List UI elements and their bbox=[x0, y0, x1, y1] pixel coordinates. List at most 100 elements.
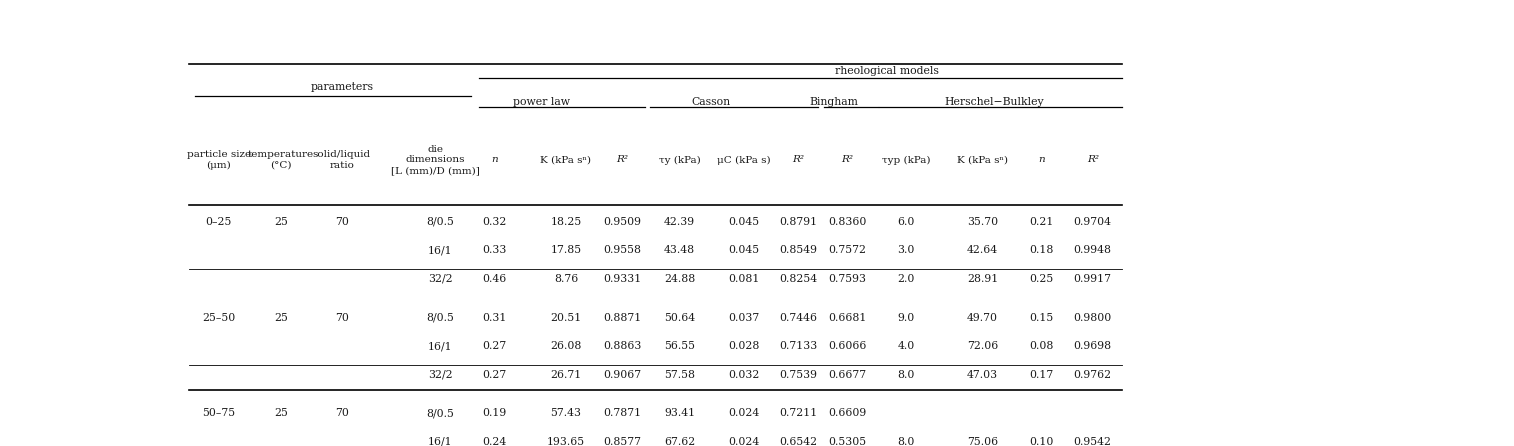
Text: 28.91: 28.91 bbox=[967, 274, 998, 284]
Text: Casson: Casson bbox=[692, 97, 731, 107]
Text: 0–25: 0–25 bbox=[206, 217, 232, 227]
Text: 0.9509: 0.9509 bbox=[603, 217, 642, 227]
Text: particle size
(μm): particle size (μm) bbox=[186, 150, 251, 170]
Text: τy (kPa): τy (kPa) bbox=[659, 155, 701, 165]
Text: 17.85: 17.85 bbox=[550, 245, 581, 255]
Text: 0.9542: 0.9542 bbox=[1073, 437, 1111, 446]
Text: 25: 25 bbox=[274, 409, 288, 418]
Text: 0.8254: 0.8254 bbox=[780, 274, 818, 284]
Text: 0.6066: 0.6066 bbox=[828, 341, 866, 351]
Text: K (kPa sⁿ): K (kPa sⁿ) bbox=[540, 156, 592, 165]
Text: 0.31: 0.31 bbox=[481, 313, 507, 322]
Text: R²: R² bbox=[842, 156, 854, 165]
Text: 0.32: 0.32 bbox=[481, 217, 507, 227]
Text: 0.7871: 0.7871 bbox=[603, 409, 642, 418]
Text: temperature
(°C): temperature (°C) bbox=[248, 150, 313, 169]
Text: 0.8863: 0.8863 bbox=[603, 341, 642, 351]
Text: rheological models: rheological models bbox=[836, 66, 939, 76]
Text: τyp (kPa): τyp (kPa) bbox=[883, 155, 931, 165]
Text: 3.0: 3.0 bbox=[898, 245, 914, 255]
Text: 57.43: 57.43 bbox=[551, 409, 581, 418]
Text: 0.7211: 0.7211 bbox=[780, 409, 818, 418]
Text: 0.032: 0.032 bbox=[728, 370, 760, 380]
Text: 0.7593: 0.7593 bbox=[828, 274, 866, 284]
Text: K (kPa sⁿ): K (kPa sⁿ) bbox=[957, 156, 1008, 165]
Text: 35.70: 35.70 bbox=[967, 217, 998, 227]
Text: 0.045: 0.045 bbox=[728, 245, 760, 255]
Text: R²: R² bbox=[792, 156, 804, 165]
Text: 16/1: 16/1 bbox=[428, 341, 453, 351]
Text: 0.9704: 0.9704 bbox=[1073, 217, 1111, 227]
Text: R²: R² bbox=[616, 156, 628, 165]
Text: 70: 70 bbox=[335, 217, 348, 227]
Text: 0.6542: 0.6542 bbox=[780, 437, 818, 446]
Text: 49.70: 49.70 bbox=[967, 313, 998, 322]
Text: 193.65: 193.65 bbox=[547, 437, 584, 446]
Text: 57.58: 57.58 bbox=[665, 370, 695, 380]
Text: 20.51: 20.51 bbox=[550, 313, 581, 322]
Text: 0.24: 0.24 bbox=[481, 437, 507, 446]
Text: 42.64: 42.64 bbox=[967, 245, 998, 255]
Text: 0.6681: 0.6681 bbox=[828, 313, 866, 322]
Text: power law: power law bbox=[513, 97, 569, 107]
Text: 43.48: 43.48 bbox=[665, 245, 695, 255]
Text: 72.06: 72.06 bbox=[967, 341, 998, 351]
Text: 0.9067: 0.9067 bbox=[603, 370, 642, 380]
Text: 0.15: 0.15 bbox=[1030, 313, 1054, 322]
Text: 70: 70 bbox=[335, 409, 348, 418]
Text: 32/2: 32/2 bbox=[428, 274, 453, 284]
Text: n: n bbox=[1037, 156, 1045, 165]
Text: 0.7539: 0.7539 bbox=[780, 370, 818, 380]
Text: 0.8577: 0.8577 bbox=[603, 437, 642, 446]
Text: 0.6677: 0.6677 bbox=[828, 370, 866, 380]
Text: 0.19: 0.19 bbox=[481, 409, 507, 418]
Text: 0.8549: 0.8549 bbox=[780, 245, 818, 255]
Text: 8.0: 8.0 bbox=[898, 370, 914, 380]
Text: 8.0: 8.0 bbox=[898, 437, 914, 446]
Text: 0.8791: 0.8791 bbox=[780, 217, 818, 227]
Text: 0.21: 0.21 bbox=[1030, 217, 1054, 227]
Text: 0.27: 0.27 bbox=[481, 341, 507, 351]
Text: 42.39: 42.39 bbox=[665, 217, 695, 227]
Text: die
dimensions
[L (mm)/D (mm)]: die dimensions [L (mm)/D (mm)] bbox=[391, 145, 480, 175]
Text: 50–75: 50–75 bbox=[201, 409, 235, 418]
Text: 16/1: 16/1 bbox=[428, 437, 453, 446]
Text: 32/2: 32/2 bbox=[428, 370, 453, 380]
Text: 25: 25 bbox=[274, 313, 288, 322]
Text: 0.081: 0.081 bbox=[728, 274, 760, 284]
Text: 0.33: 0.33 bbox=[481, 245, 507, 255]
Text: 25: 25 bbox=[274, 217, 288, 227]
Text: 0.037: 0.037 bbox=[728, 313, 760, 322]
Text: 0.028: 0.028 bbox=[728, 341, 760, 351]
Text: 0.7133: 0.7133 bbox=[780, 341, 818, 351]
Text: 93.41: 93.41 bbox=[665, 409, 695, 418]
Text: 0.27: 0.27 bbox=[481, 370, 507, 380]
Text: R²: R² bbox=[1087, 156, 1099, 165]
Text: n: n bbox=[491, 156, 498, 165]
Text: 0.6609: 0.6609 bbox=[828, 409, 866, 418]
Text: 9.0: 9.0 bbox=[898, 313, 914, 322]
Text: 26.08: 26.08 bbox=[550, 341, 581, 351]
Text: 8/0.5: 8/0.5 bbox=[427, 409, 454, 418]
Text: 0.9948: 0.9948 bbox=[1073, 245, 1111, 255]
Text: 6.0: 6.0 bbox=[898, 217, 914, 227]
Text: Herschel−Bulkley: Herschel−Bulkley bbox=[945, 97, 1045, 107]
Text: 0.8360: 0.8360 bbox=[828, 217, 866, 227]
Text: 0.9762: 0.9762 bbox=[1073, 370, 1111, 380]
Text: 16/1: 16/1 bbox=[428, 245, 453, 255]
Text: 8/0.5: 8/0.5 bbox=[427, 217, 454, 227]
Text: 0.46: 0.46 bbox=[481, 274, 507, 284]
Text: 25–50: 25–50 bbox=[201, 313, 235, 322]
Text: 0.024: 0.024 bbox=[728, 409, 760, 418]
Text: 0.5305: 0.5305 bbox=[828, 437, 866, 446]
Text: 0.9800: 0.9800 bbox=[1073, 313, 1111, 322]
Text: 50.64: 50.64 bbox=[665, 313, 695, 322]
Text: 0.8871: 0.8871 bbox=[603, 313, 642, 322]
Text: 0.9917: 0.9917 bbox=[1073, 274, 1111, 284]
Text: 18.25: 18.25 bbox=[550, 217, 581, 227]
Text: 0.045: 0.045 bbox=[728, 217, 760, 227]
Text: 67.62: 67.62 bbox=[665, 437, 695, 446]
Text: 0.7446: 0.7446 bbox=[780, 313, 818, 322]
Text: 0.7572: 0.7572 bbox=[828, 245, 866, 255]
Text: 47.03: 47.03 bbox=[967, 370, 998, 380]
